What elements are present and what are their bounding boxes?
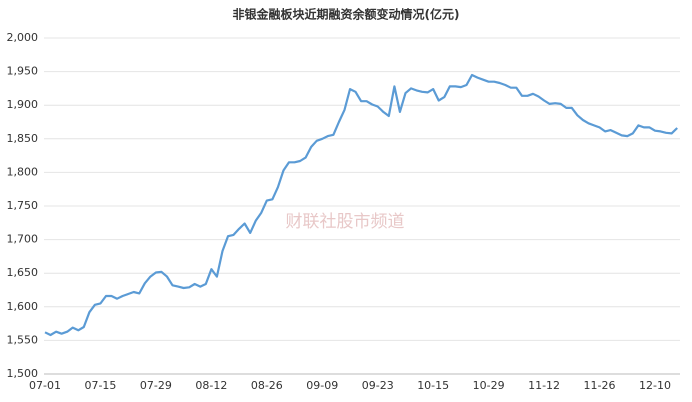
x-tick-label: 08-12 [195, 379, 227, 392]
y-tick-label: 1,600 [7, 300, 39, 313]
x-tick-label: 10-15 [417, 379, 449, 392]
x-tick-label: 10-29 [473, 379, 505, 392]
x-tick-label: 09-09 [306, 379, 338, 392]
y-tick-label: 1,950 [7, 65, 39, 78]
chart-title: 非银金融板块近期融资余额变动情况(亿元) [233, 7, 460, 22]
watermark: 财联社股市频道 [286, 212, 405, 232]
x-tick-label: 08-26 [251, 379, 283, 392]
y-tick-label: 1,500 [7, 367, 39, 380]
line-series [44, 73, 678, 337]
x-tick-label: 11-26 [584, 379, 616, 392]
x-tick-label: 07-15 [84, 379, 116, 392]
y-tick-label: 1,700 [7, 233, 39, 246]
y-tick-label: 1,750 [7, 199, 39, 212]
x-tick-label: 12-10 [639, 379, 671, 392]
x-tick-label: 11-12 [528, 379, 560, 392]
y-tick-label: 1,650 [7, 266, 39, 279]
y-tick-label: 2,000 [7, 31, 39, 44]
y-tick-label: 1,900 [7, 98, 39, 111]
x-tick-label: 07-01 [29, 379, 61, 392]
y-tick-label: 1,850 [7, 132, 39, 145]
y-tick-label: 1,800 [7, 165, 39, 178]
x-tick-label: 09-23 [362, 379, 394, 392]
x-tick-label: 07-29 [140, 379, 172, 392]
y-tick-label: 1,550 [7, 333, 39, 346]
